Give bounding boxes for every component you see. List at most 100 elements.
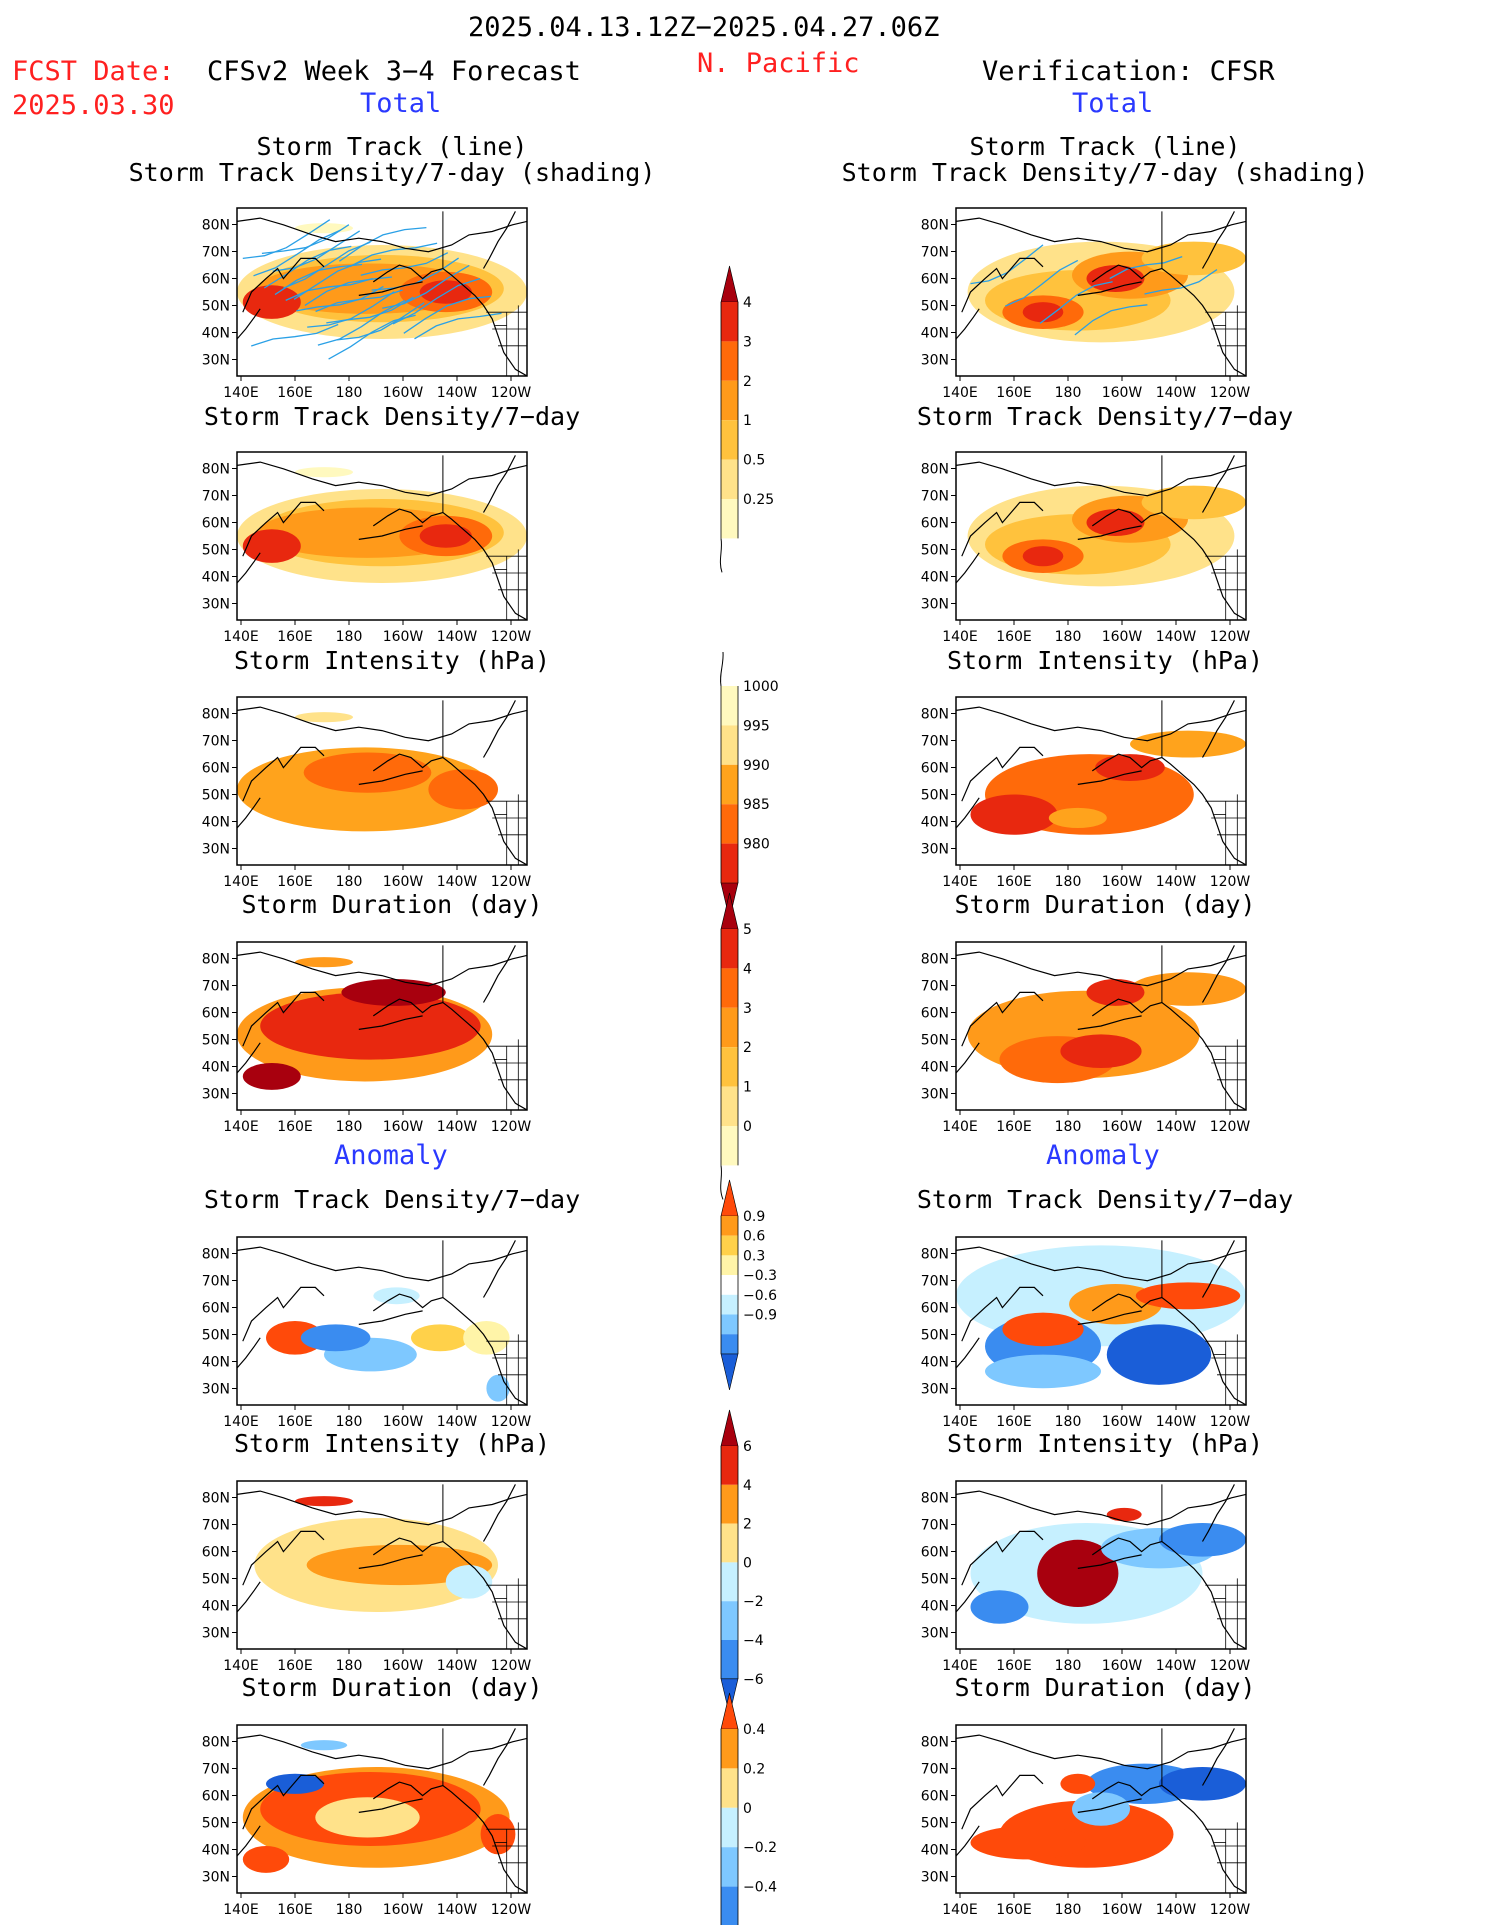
storm-track-line: [382, 264, 470, 309]
left-column-title: CFSv2 Week 3−4 Forecast: [207, 56, 581, 87]
colorbar-segment: [721, 1047, 738, 1087]
map-panel-p6R: 80N 70N 60N 50N 40N 30N 140E 160E 180 160W 140W 120…: [921, 1724, 1251, 1918]
lat-label: 60N: [202, 516, 230, 532]
left-total-label: Total: [360, 88, 442, 119]
shading-blob: [970, 794, 1058, 835]
lon-label: 120W: [1210, 874, 1251, 890]
shading-blob: [1060, 1034, 1142, 1068]
shading-blob: [1106, 1324, 1212, 1385]
lat-label: 70N: [921, 979, 949, 995]
coastline: [372, 998, 527, 1110]
coastline: [1077, 1798, 1142, 1813]
coastlines: [956, 455, 1246, 620]
colorbar-label: 0.3: [743, 1248, 765, 1264]
colorbar-label: −6: [743, 1672, 764, 1688]
storm-track-line: [253, 229, 341, 277]
lon-label: 120W: [491, 629, 532, 645]
shading-blob: [970, 1590, 1029, 1624]
lat-label: 70N: [202, 1762, 230, 1778]
lat-label: 50N: [202, 543, 230, 559]
colorbar-label: 0.25: [743, 492, 774, 508]
colorbar-density-anomaly: 0.9 0.6 0.3 −0.3 −0.6 −0.9: [720, 1179, 777, 1390]
lon-label: 120W: [1210, 1414, 1251, 1430]
shading-p4L: [266, 1287, 510, 1402]
storm-track-line: [296, 285, 384, 312]
colorbar-segment: [721, 1235, 738, 1256]
colorbar-segment: [721, 1255, 738, 1276]
lon-label: 120W: [1210, 1902, 1251, 1918]
colorbar-segment: [721, 1275, 738, 1295]
storm-track-line: [285, 277, 373, 301]
storm-track-line: [360, 252, 449, 276]
coastline: [237, 1337, 261, 1369]
coastlines: [237, 1484, 527, 1649]
map-frame: [955, 1724, 1247, 1894]
lon-label: 120W: [1210, 1119, 1251, 1135]
colorbar-segment: [721, 1484, 738, 1524]
map-panel-p0L: 80N 70N 60N 50N 40N 30N 140E 160E 180 160W 140W 120…: [202, 207, 532, 401]
colorbar-segment: [721, 929, 738, 969]
lon-label: 160W: [1102, 1119, 1143, 1135]
coastline: [1201, 455, 1235, 513]
shading-blob: [295, 1496, 353, 1507]
storm-track-line: [1144, 269, 1218, 295]
map-frame: [236, 1236, 528, 1406]
coastline: [1077, 1015, 1142, 1030]
coastline: [956, 1246, 1246, 1282]
coastline: [956, 1825, 980, 1857]
lon-label: 180: [336, 1902, 363, 1918]
coastline: [237, 1825, 261, 1857]
lon-label: 140W: [437, 1414, 478, 1430]
lon-label: 160W: [383, 1119, 424, 1135]
shading-blob: [1141, 241, 1246, 276]
lon-label: 120W: [491, 385, 532, 401]
lat-label: 80N: [202, 218, 230, 234]
shading-blob: [1086, 509, 1145, 536]
coastline: [482, 1728, 516, 1786]
shading-blob: [1086, 265, 1145, 292]
lat-label: 80N: [202, 1491, 230, 1507]
shading-blob: [411, 1324, 469, 1352]
coastline: [358, 525, 423, 540]
shading-blob: [303, 752, 432, 793]
lon-label: 160E: [277, 874, 313, 890]
coastline: [1091, 1781, 1246, 1893]
lat-label: 50N: [202, 788, 230, 804]
shading-blob: [300, 1740, 348, 1751]
colorbar-duration-total: 5 4 3 2 1 0: [720, 892, 752, 1200]
lon-label: 180: [1055, 1119, 1082, 1135]
colorbar-segment: [721, 968, 738, 1008]
coastline: [242, 1286, 325, 1342]
coastline: [1091, 998, 1246, 1110]
coastline: [1077, 525, 1142, 540]
colorbar-segment: [721, 302, 738, 342]
coastline: [1201, 1728, 1235, 1786]
colorbar-segment: [721, 1216, 738, 1236]
colorbar-label: 0: [743, 1555, 752, 1571]
lon-label: 160W: [383, 629, 424, 645]
shading-blob: [242, 1845, 290, 1873]
lat-label: 60N: [202, 1789, 230, 1805]
colorbar-segment: [721, 420, 738, 460]
lon-label: 160E: [996, 1902, 1032, 1918]
coastlines: [237, 455, 527, 620]
lon-label: 140E: [942, 1658, 978, 1674]
coastline: [956, 308, 980, 340]
coastline: [482, 1240, 516, 1298]
lon-label: 180: [336, 1658, 363, 1674]
map-panel-p0R: 80N 70N 60N 50N 40N 30N 140E 160E 180 160W 140W 120…: [921, 207, 1250, 401]
lon-label: 140E: [223, 1658, 259, 1674]
lat-label: 60N: [921, 272, 949, 288]
lat-label: 30N: [202, 1382, 230, 1398]
map-panel-p3R: 80N 70N 60N 50N 40N 30N 140E 160E 180 160W 140W 120…: [921, 941, 1251, 1135]
shading-blob: [315, 1797, 420, 1838]
colorbar-segment: [721, 843, 738, 883]
colorbar-label: 0.4: [743, 1722, 765, 1738]
lon-label: 160W: [1102, 629, 1143, 645]
lat-label: 60N: [921, 761, 949, 777]
coastline: [237, 951, 527, 987]
colorbar-segment: [721, 804, 738, 844]
lon-label: 160W: [1102, 874, 1143, 890]
panel-title-track-shading-left: Storm Track Density/7-day (shading): [128, 158, 656, 187]
lat-label: 70N: [202, 1274, 230, 1290]
